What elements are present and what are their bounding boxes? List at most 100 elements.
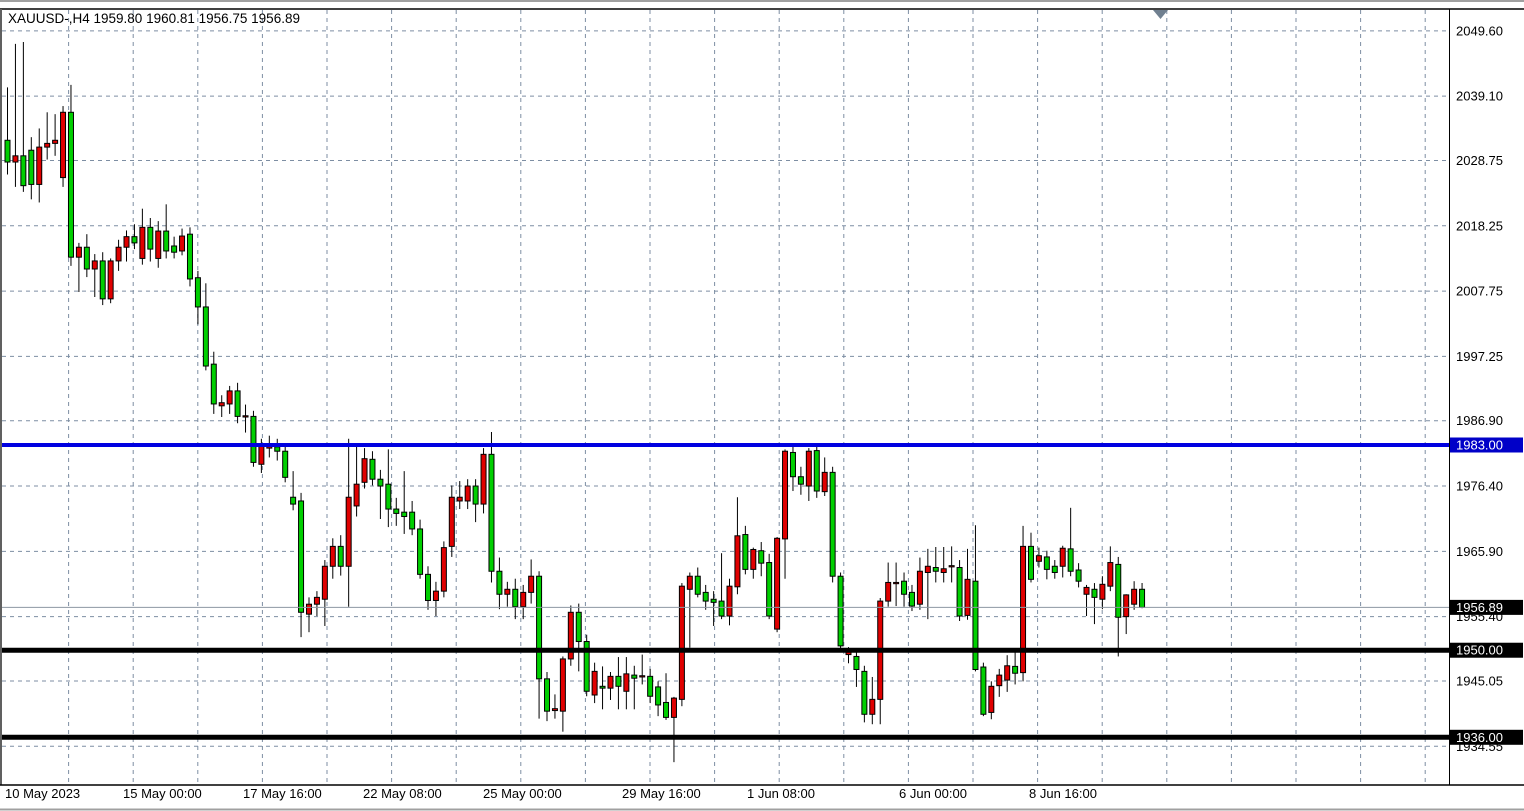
candle	[186, 227, 193, 287]
candle-body-bull	[940, 568, 947, 573]
candle-body-bull	[670, 697, 677, 718]
price-axis-label: 1997.25	[1456, 349, 1503, 364]
candle	[60, 106, 67, 187]
candle	[567, 605, 574, 666]
candle	[67, 84, 74, 266]
candle-body-bull	[551, 708, 558, 712]
candle-body-bear	[583, 641, 590, 692]
candle-body-bull	[996, 674, 1003, 687]
candle	[623, 657, 630, 710]
candle-body-bull	[155, 230, 162, 259]
candle-body-bear	[631, 674, 638, 679]
candle-body-bear	[694, 575, 701, 595]
time-axis-label: 25 May 00:00	[483, 786, 562, 801]
candle-body-bear	[932, 567, 939, 572]
price-badge-value: 1983.00	[1456, 438, 1503, 453]
candle-body-bear	[409, 511, 416, 530]
time-axis-label: 10 May 2023	[5, 786, 80, 801]
candle-body-bull	[520, 591, 527, 608]
candle	[1027, 532, 1034, 583]
candle-body-bull	[456, 496, 463, 502]
candle	[194, 270, 201, 325]
candle-body-bear	[1139, 588, 1146, 608]
candle	[575, 603, 582, 672]
candle	[1020, 525, 1027, 682]
candle-body-bear	[393, 508, 400, 514]
candle-body-bear	[99, 260, 106, 300]
candle	[52, 114, 59, 156]
candle	[528, 559, 535, 604]
candle	[115, 239, 122, 271]
candle	[766, 553, 773, 620]
candle-body-bear	[1091, 588, 1098, 598]
candle	[972, 525, 979, 672]
candle	[639, 654, 646, 685]
candle-body-bull	[91, 260, 98, 270]
candle	[210, 351, 217, 414]
candle-body-bear	[742, 534, 749, 570]
candle-body-bear	[789, 451, 796, 478]
chart-title: XAUUSD-,H4 1959.80 1960.81 1956.75 1956.…	[8, 11, 300, 26]
price-badge-value: 1950.00	[1456, 643, 1503, 658]
candle-body-bull	[226, 390, 233, 405]
candle	[591, 662, 598, 704]
candle-body-bear	[972, 580, 979, 671]
candle	[742, 525, 749, 575]
candle-body-bull	[559, 658, 566, 712]
candle-body-bull	[75, 246, 82, 258]
candle	[520, 584, 527, 620]
candle-body-bear	[718, 600, 725, 617]
candle	[155, 221, 162, 268]
candle	[1051, 560, 1058, 579]
candle	[99, 252, 106, 306]
candle-body-bull	[123, 236, 130, 248]
candle-body-bear	[980, 666, 987, 715]
price-badge-bg	[1450, 642, 1523, 658]
candle-body-bear	[496, 570, 503, 595]
candle	[996, 668, 1003, 697]
candle-body-bull	[313, 596, 320, 605]
candle	[1083, 584, 1090, 617]
candle	[1123, 594, 1130, 635]
candle-body-bear	[147, 226, 154, 250]
candle-body-bear	[647, 675, 654, 697]
candle-body-bull	[258, 443, 265, 465]
candle	[28, 137, 35, 200]
candle-body-bear	[710, 598, 717, 603]
candle	[250, 410, 257, 467]
price-axis-label: 2039.10	[1456, 89, 1503, 104]
candle-body-bull	[774, 537, 781, 630]
candle	[425, 566, 432, 610]
scroll-anchor-icon	[1153, 10, 1168, 19]
price-axis-label: 1976.40	[1456, 479, 1503, 494]
candle	[988, 681, 995, 720]
candle	[774, 537, 781, 633]
candle	[456, 481, 463, 510]
candle	[1059, 545, 1066, 578]
candle-body-bear	[1115, 563, 1122, 618]
candle	[663, 673, 670, 720]
time-axis-label: 17 May 16:00	[243, 786, 322, 801]
candle	[1099, 576, 1106, 610]
candle-body-bear	[829, 471, 836, 577]
candle-body-bear	[274, 446, 281, 452]
candle	[179, 228, 186, 256]
candle	[163, 204, 170, 259]
candle-body-bull	[329, 545, 336, 567]
candle	[464, 479, 471, 510]
candle-body-bear	[908, 591, 915, 607]
candle	[432, 581, 439, 617]
candle	[631, 665, 638, 710]
candle	[670, 696, 677, 763]
candle-body-bear	[488, 453, 495, 572]
candle	[789, 443, 796, 492]
candle-body-bull	[591, 670, 598, 696]
candle-body-bear	[1027, 545, 1034, 580]
candle-body-bull	[988, 685, 995, 713]
candle	[496, 557, 503, 610]
candle	[599, 666, 606, 710]
candle	[536, 571, 543, 719]
candle-body-bull	[44, 142, 51, 148]
